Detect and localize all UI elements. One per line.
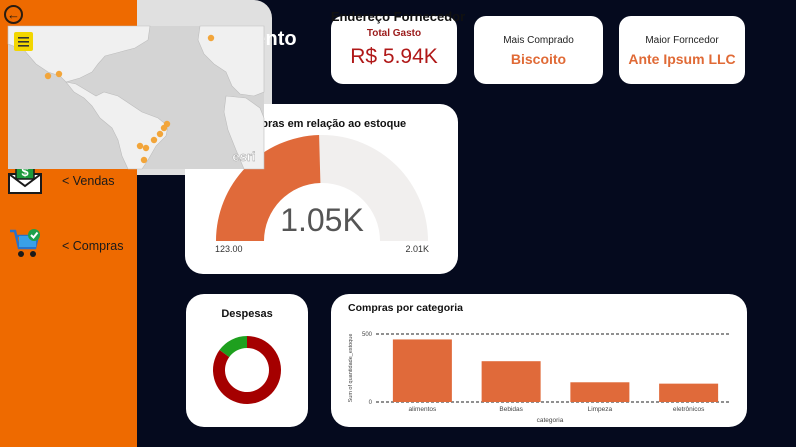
bar-eletrônicos[interactable]: [659, 383, 719, 402]
donut-chart: [213, 336, 281, 404]
map-point[interactable]: [140, 156, 148, 164]
map-point[interactable]: [207, 34, 215, 42]
map-title: Endereço Fornecedor: [330, 9, 466, 24]
donut-slice-green[interactable]: [219, 336, 247, 358]
nav-compras-label: < Compras: [62, 238, 124, 253]
map-view[interactable]: esri: [0, 0, 272, 175]
map-point[interactable]: [156, 130, 164, 138]
money-envelope-icon: $: [8, 162, 42, 199]
gauge-min-label: 123.00: [215, 244, 243, 254]
kpi-total-gasto: Total Gasto R$ 5.94K: [331, 16, 457, 84]
bar-Limpeza[interactable]: [570, 382, 630, 402]
x-tick-label: eletrônicos: [673, 406, 705, 413]
map-point[interactable]: [136, 142, 144, 150]
bar-Bebidas[interactable]: [481, 361, 541, 402]
map-card[interactable]: Endereço Fornecedor esri: [0, 0, 465, 175]
kpi-mais-comprado-label: Mais Comprado: [503, 35, 574, 46]
y-tick-label: 0: [369, 400, 373, 406]
donut-card[interactable]: Despesas: [186, 294, 308, 427]
y-tick-label: 500: [362, 332, 373, 338]
x-tick-label: Bebidas: [499, 406, 523, 413]
kpi-maior-fornecedor: Maior Forncedor Ante Ipsum LLC: [619, 16, 745, 84]
x-tick-label: alimentos: [408, 406, 437, 413]
gauge-card[interactable]: Compras em relação ao estoque 1.05K 123.…: [185, 104, 458, 274]
gauge-fill: [216, 135, 321, 241]
gauge-chart: 1.05K 123.00 2.01K: [215, 135, 429, 254]
kpi-mais-comprado-value: Biscoito: [510, 51, 567, 67]
map-point[interactable]: [160, 124, 168, 132]
gauge-title: Compras em relação ao estoque: [236, 118, 407, 130]
x-axis-label: categoria: [537, 417, 564, 424]
svg-text:$: $: [21, 164, 29, 179]
bar-layer: 0 500 alimentos Bebidas Limpeza eletrônicos: [362, 332, 731, 413]
donut-slice-red[interactable]: [213, 336, 281, 404]
map-point[interactable]: [142, 144, 150, 152]
back-arrow-icon[interactable]: ←: [4, 5, 23, 24]
gauge-value: 1.05K: [280, 202, 364, 238]
map-point[interactable]: [150, 136, 158, 144]
y-axis-label: Sum of quantidade_estoque: [348, 334, 354, 403]
bar-chart: 0 500 alimentos Bebidas Limpeza eletrônicos S…: [348, 332, 731, 424]
x-tick-label: Limpeza: [588, 406, 613, 413]
map-menu-button[interactable]: [14, 32, 33, 51]
kpi-mais-comprado: Mais Comprado Biscoito: [474, 16, 603, 84]
shopping-cart-icon: [8, 226, 42, 265]
kpi-maior-fornecedor-label: Maior Forncedor: [645, 35, 719, 46]
bar-chart-title: Compras por categoria: [348, 302, 463, 314]
nav-vendas[interactable]: $ < Vendas: [8, 162, 114, 199]
esri-logo: esri: [232, 149, 255, 164]
bar-chart-card[interactable]: Compras por categoria 0 500 alimentos Bebid…: [331, 294, 747, 427]
map-point[interactable]: [55, 70, 63, 78]
map-point[interactable]: [44, 72, 52, 80]
donut-title: Despesas: [221, 308, 273, 320]
nav-vendas-label: < Vendas: [62, 173, 115, 188]
bar-alimentos[interactable]: [392, 339, 452, 402]
nav-compras[interactable]: < Compras: [8, 226, 123, 265]
gauge-max-label: 2.01K: [405, 244, 429, 254]
kpi-maior-fornecedor-value: Ante Ipsum LLC: [628, 51, 736, 67]
donut-group: [213, 336, 281, 404]
kpi-total-gasto-value: R$ 5.94K: [350, 45, 438, 68]
kpi-total-gasto-label: Total Gasto: [366, 28, 422, 39]
